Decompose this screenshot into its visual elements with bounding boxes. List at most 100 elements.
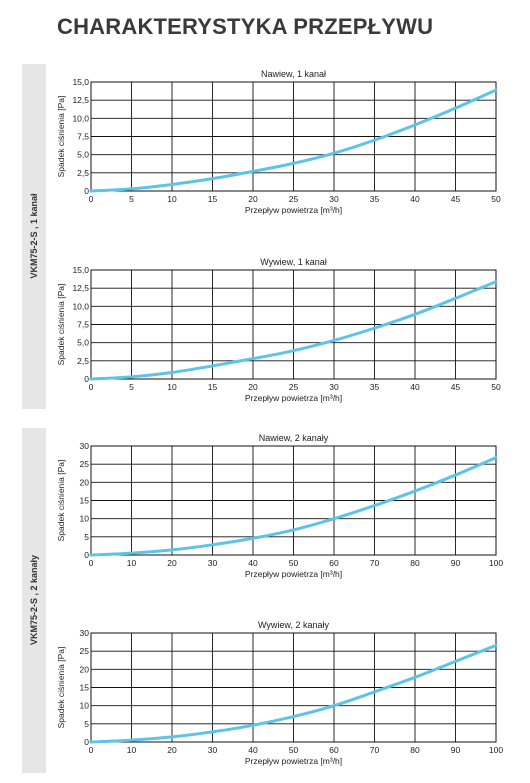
y-tick-label: 5,0 — [77, 150, 89, 160]
x-tick-label: 80 — [410, 745, 420, 755]
x-tick-label: 40 — [410, 194, 420, 204]
x-tick-label: 70 — [370, 745, 380, 755]
y-tick-label: 0 — [84, 737, 89, 747]
y-tick-label: 10,0 — [72, 301, 89, 311]
y-tick-label: 20 — [80, 664, 90, 674]
x-tick-label: 30 — [329, 194, 339, 204]
plot-frame — [90, 445, 497, 556]
x-axis-label: Przepływ powietrza [m³/h] — [245, 205, 342, 215]
y-tick-label: 25 — [80, 459, 90, 469]
y-axis-label: Spadek ciśnienia [Pa] — [56, 647, 66, 729]
x-axis-label: Przepływ powietrza [m³/h] — [245, 756, 342, 766]
x-tick-label: 90 — [451, 558, 461, 568]
y-tick-label: 0 — [84, 550, 89, 560]
y-tick-label: 30 — [80, 628, 90, 638]
x-tick-label: 30 — [208, 558, 218, 568]
y-tick-label: 7,5 — [77, 132, 89, 142]
x-tick-label: 25 — [289, 194, 299, 204]
y-tick-label: 10 — [80, 701, 90, 711]
y-tick-label: 12,5 — [72, 283, 89, 293]
y-tick-label: 15,0 — [72, 77, 89, 87]
chart-wywiew-2-kanaly: Wywiew, 2 kanały 0 10 20 30 40 50 60 70 80 90 100 0 5… — [56, 620, 503, 766]
series-line — [89, 456, 498, 557]
x-tick-label: 20 — [248, 382, 258, 392]
x-tick-label: 0 — [89, 745, 94, 755]
y-tick-label: 5 — [84, 532, 89, 542]
y-tick-label: 10,0 — [72, 113, 89, 123]
y-tick-label: 5,0 — [77, 338, 89, 348]
group-band-1 — [22, 64, 46, 409]
x-tick-label: 45 — [451, 194, 461, 204]
x-tick-label: 15 — [208, 382, 218, 392]
x-tick-label: 10 — [167, 194, 177, 204]
chart-title: Nawiew, 1 kanał — [261, 69, 326, 79]
group-band-2 — [22, 428, 46, 773]
y-tick-label: 15,0 — [72, 265, 89, 275]
x-tick-label: 20 — [248, 194, 258, 204]
x-tick-label: 0 — [89, 558, 94, 568]
x-tick-label: 45 — [451, 382, 461, 392]
y-tick-label: 7,5 — [77, 320, 89, 330]
y-tick-label: 0 — [84, 186, 89, 196]
x-tick-label: 35 — [370, 382, 380, 392]
x-tick-label: 20 — [167, 558, 177, 568]
y-tick-label: 0 — [84, 374, 89, 384]
y-tick-label: 30 — [80, 441, 90, 451]
y-axis-label: Spadek ciśnienia [Pa] — [56, 96, 66, 178]
x-tick-label: 50 — [289, 745, 299, 755]
x-tick-label: 25 — [289, 382, 299, 392]
x-tick-label: 60 — [329, 558, 339, 568]
x-tick-label: 5 — [129, 382, 134, 392]
x-tick-label: 50 — [491, 194, 501, 204]
chart-wywiew-1-kanal: Wywiew, 1 kanał 0 5 10 15 20 25 30 35 40 45 50 0 2,5 5… — [56, 257, 501, 403]
y-tick-label: 10 — [80, 514, 90, 524]
x-tick-label: 5 — [129, 194, 134, 204]
y-tick-label: 20 — [80, 477, 90, 487]
x-tick-label: 30 — [208, 745, 218, 755]
y-tick-label: 12,5 — [72, 95, 89, 105]
x-tick-label: 10 — [127, 558, 137, 568]
chart-title: Wywiew, 1 kanał — [260, 257, 326, 267]
chart-nawiew-2-kanaly: Nawiew, 2 kanały 0 10 20 30 40 50 60 70 80 90 100 0 5… — [56, 433, 503, 579]
y-axis-label: Spadek ciśnienia [Pa] — [56, 284, 66, 366]
y-tick-label: 5 — [84, 719, 89, 729]
y-tick-label: 2,5 — [77, 168, 89, 178]
x-tick-label: 30 — [329, 382, 339, 392]
chart-nawiew-1-kanal: Nawiew, 1 kanał 0 5 10 15 20 25 30 35 40 45 50 0 2,5 5… — [56, 69, 501, 215]
x-tick-label: 50 — [491, 382, 501, 392]
page-title: CHARAKTERYSTYKA PRZEPŁYWU — [57, 14, 434, 39]
x-tick-label: 80 — [410, 558, 420, 568]
y-tick-label: 15 — [80, 683, 90, 693]
x-tick-label: 100 — [489, 745, 503, 755]
x-tick-label: 10 — [167, 382, 177, 392]
x-tick-label: 60 — [329, 745, 339, 755]
plot-frame — [90, 269, 497, 380]
series-line — [89, 280, 498, 381]
series-line — [89, 88, 498, 193]
x-tick-label: 10 — [127, 745, 137, 755]
x-tick-label: 0 — [89, 194, 94, 204]
x-tick-label: 0 — [89, 382, 94, 392]
x-tick-label: 40 — [248, 745, 258, 755]
y-axis-label: Spadek ciśnienia [Pa] — [56, 460, 66, 542]
x-tick-label: 15 — [208, 194, 218, 204]
x-tick-label: 70 — [370, 558, 380, 568]
series-line — [89, 643, 498, 744]
x-tick-label: 100 — [489, 558, 503, 568]
y-tick-label: 15 — [80, 496, 90, 506]
x-axis-label: Przepływ powietrza [m³/h] — [245, 569, 342, 579]
chart-title: Nawiew, 2 kanały — [259, 433, 329, 443]
group-label-2: VKM75-2-S , 2 kanały — [29, 554, 39, 646]
y-tick-label: 2,5 — [77, 356, 89, 366]
plot-frame — [90, 81, 497, 192]
chart-title: Wywiew, 2 kanały — [258, 620, 329, 630]
x-axis-label: Przepływ powietrza [m³/h] — [245, 393, 342, 403]
x-tick-label: 20 — [167, 745, 177, 755]
x-tick-label: 90 — [451, 745, 461, 755]
x-tick-label: 50 — [289, 558, 299, 568]
x-tick-label: 40 — [410, 382, 420, 392]
x-tick-label: 35 — [370, 194, 380, 204]
x-tick-label: 40 — [248, 558, 258, 568]
y-tick-label: 25 — [80, 646, 90, 656]
group-label-1: VKM75-2-S , 1 kanał — [29, 193, 39, 279]
